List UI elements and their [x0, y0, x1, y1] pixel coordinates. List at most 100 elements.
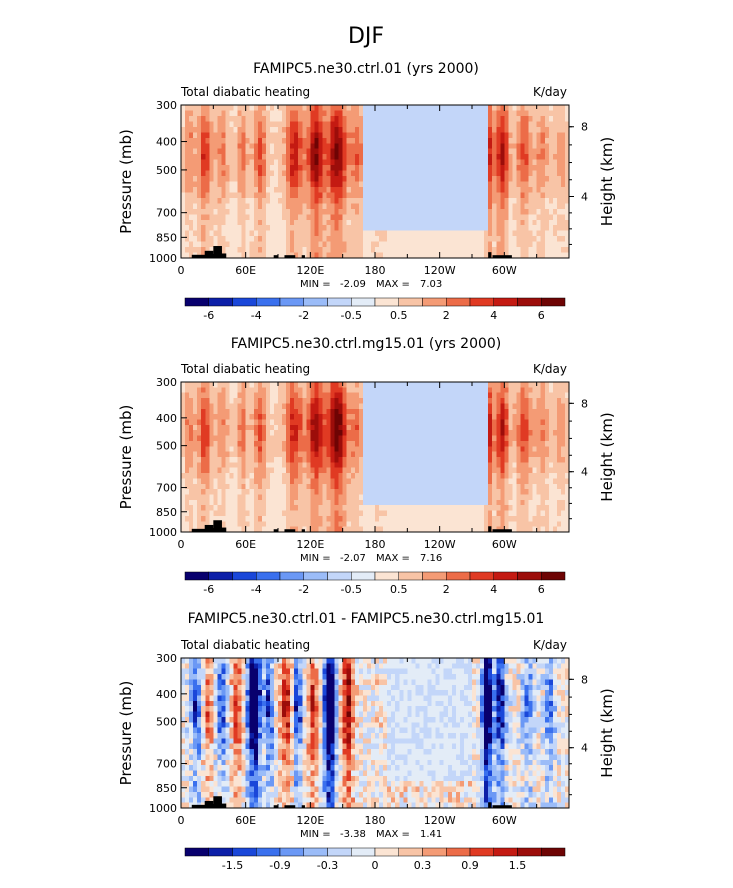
heat-cell	[314, 392, 320, 399]
heat-cell	[322, 382, 328, 388]
heat-cell	[189, 510, 194, 517]
heat-cell	[395, 451, 400, 458]
heat-cell	[278, 115, 283, 122]
heat-cell	[278, 494, 283, 501]
heat-cell	[484, 241, 489, 248]
heat-cell	[326, 510, 332, 517]
heat-cell	[358, 170, 364, 177]
heat-cell	[435, 126, 441, 133]
heat-cell	[257, 515, 263, 522]
heat-cell	[467, 236, 473, 243]
heat-cell	[249, 121, 255, 128]
y-axis-title: Pressure (mb)	[117, 129, 135, 234]
heat-cell	[269, 403, 275, 410]
heat-cell	[229, 154, 235, 161]
heat-cell	[318, 110, 324, 117]
heat-cell	[322, 435, 328, 442]
heat-cell	[435, 186, 441, 194]
heat-cell	[302, 148, 307, 155]
heat-cell	[455, 440, 461, 447]
heat-cell	[447, 186, 453, 194]
heat-cell	[330, 148, 336, 155]
heat-cell	[560, 230, 566, 237]
heat-cell	[415, 203, 421, 210]
heat-cell	[253, 176, 259, 183]
heat-cell	[205, 414, 210, 421]
heat-cell	[564, 225, 570, 232]
heat-cell	[350, 121, 356, 128]
heat-cell	[403, 483, 408, 490]
heat-cell	[403, 165, 408, 172]
heat-cell	[197, 132, 202, 139]
heat-cell	[261, 387, 267, 394]
heat-cell	[354, 430, 360, 437]
heat-cell	[298, 505, 303, 512]
heat-cell	[265, 219, 271, 226]
heat-cell	[463, 467, 469, 474]
heat-cell	[273, 132, 279, 139]
heat-cell	[294, 219, 299, 226]
heat-cell	[455, 430, 461, 437]
heat-cell	[302, 510, 307, 517]
heat-cell	[241, 499, 247, 506]
heat-cell	[354, 473, 360, 480]
heat-cell	[528, 143, 534, 150]
heat-cell	[217, 121, 223, 128]
heat-cell	[435, 462, 441, 469]
heat-cell	[217, 165, 223, 172]
heat-cell	[419, 132, 425, 139]
heat-cell	[306, 252, 311, 259]
heat-cell	[451, 132, 457, 139]
heat-cell	[476, 110, 481, 117]
heat-cell	[419, 505, 425, 512]
heat-cell	[257, 197, 263, 204]
heat-cell	[282, 457, 287, 463]
heat-cell	[536, 132, 542, 139]
heat-cell	[221, 446, 227, 453]
heat-cell	[399, 398, 404, 405]
heat-cell	[282, 414, 287, 421]
heat-cell	[330, 203, 336, 210]
heat-cell	[451, 115, 457, 122]
heat-cell	[209, 159, 214, 166]
heat-cell	[282, 467, 287, 474]
heat-cell	[189, 435, 194, 442]
heat-cell	[294, 467, 299, 474]
heat-cell	[383, 126, 388, 133]
heat-cell	[427, 176, 433, 183]
heat-cell	[197, 170, 202, 177]
heat-cell	[427, 208, 433, 215]
heat-cell	[484, 154, 489, 161]
heat-cell	[484, 382, 489, 388]
heat-cell	[391, 176, 396, 183]
heat-cell	[387, 252, 392, 259]
heat-cell	[245, 440, 251, 447]
heat-cell	[294, 521, 299, 528]
heat-cell	[463, 247, 469, 254]
heat-cell	[306, 225, 311, 232]
heat-cell	[286, 430, 291, 437]
heat-cell	[520, 230, 526, 237]
heat-cell	[451, 478, 457, 485]
heat-cell	[423, 230, 429, 237]
heat-cell	[221, 148, 227, 155]
heat-cell	[395, 230, 400, 237]
heat-cell	[282, 451, 287, 458]
heat-cell	[237, 219, 243, 226]
heat-cell	[298, 230, 303, 237]
heat-cell	[472, 414, 477, 421]
heat-cell	[314, 526, 320, 533]
heat-cell	[504, 241, 509, 248]
heat-cell	[298, 398, 303, 405]
heat-cell	[387, 241, 392, 248]
heat-cell	[294, 499, 299, 506]
heat-cell	[322, 148, 328, 155]
heat-cell	[273, 440, 279, 447]
heat-cell	[265, 457, 271, 463]
terrain-block	[204, 250, 214, 258]
heat-cell	[213, 510, 218, 517]
heat-cell	[278, 392, 283, 399]
heat-cell	[338, 483, 344, 490]
heat-cell	[467, 457, 473, 463]
heat-cell	[294, 192, 299, 199]
